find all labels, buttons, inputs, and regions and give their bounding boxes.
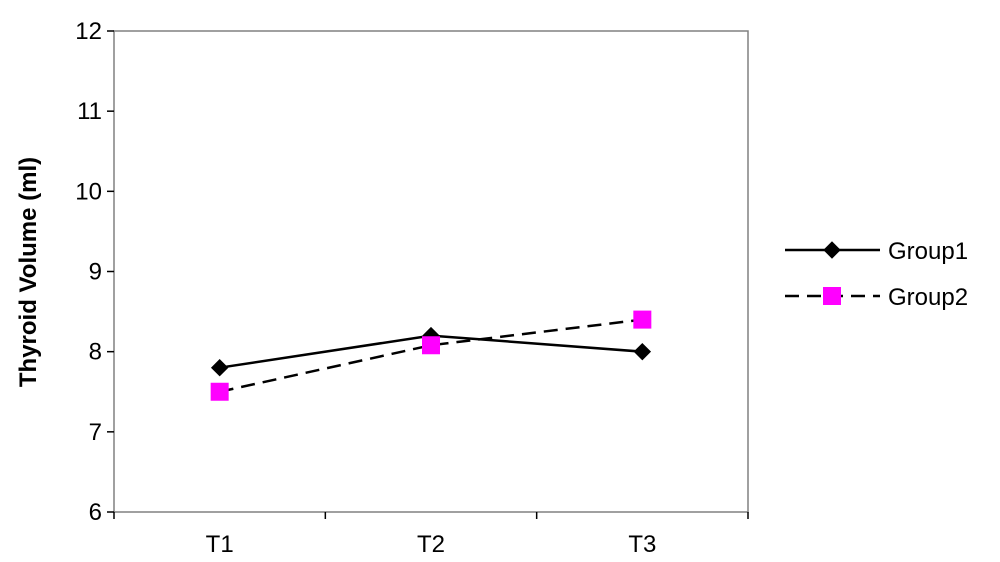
series-line-group2	[219, 318, 643, 393]
y-axis: 6 7 8 9 10 11 12	[75, 18, 114, 526]
legend: Group1 Group2	[785, 238, 968, 311]
data-point-group2	[633, 310, 652, 329]
y-tick-label: 7	[89, 419, 102, 446]
y-tick-label: 9	[89, 259, 102, 286]
data-point-group2	[210, 382, 229, 401]
y-tick-label: 6	[89, 499, 102, 526]
y-axis-label: Thyroid Volume (ml)	[15, 157, 42, 387]
y-tick-label: 12	[75, 18, 102, 45]
data-point-group1	[210, 358, 229, 377]
legend-label-group1: Group1	[888, 238, 968, 265]
x-axis: T1 T2 T3	[113, 512, 749, 558]
y-tick-label: 8	[89, 339, 102, 366]
data-point-group2	[422, 336, 440, 355]
legend-marker-group2	[823, 287, 841, 305]
y-tick-label: 10	[75, 178, 102, 205]
x-tick-label: T1	[206, 531, 234, 558]
plot-area	[113, 30, 749, 513]
x-tick-label: T2	[417, 531, 445, 558]
series-markers	[210, 310, 652, 401]
data-point-group1	[633, 342, 652, 361]
y-tick-label: 11	[77, 98, 102, 125]
legend-marker-group1	[823, 241, 841, 259]
legend-label-group2: Group2	[888, 284, 968, 311]
x-tick-label: T3	[628, 531, 656, 558]
